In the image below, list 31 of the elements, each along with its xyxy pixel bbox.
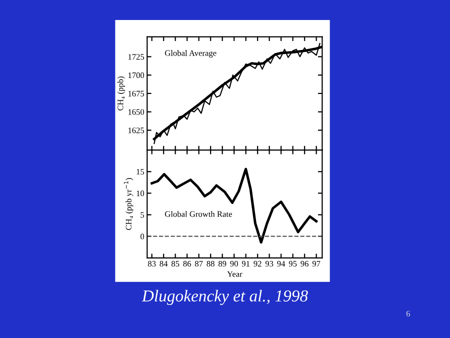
x-tick-label: 93 bbox=[265, 260, 274, 267]
x-tick-label: 89 bbox=[218, 260, 226, 267]
x-tick-label: 90 bbox=[230, 260, 238, 267]
x-tick-label: 92 bbox=[254, 260, 262, 267]
text: Dlugokencky et al., 1998 bbox=[142, 290, 308, 306]
y-tick-label: 15 bbox=[136, 169, 144, 175]
x-tick-label: 86 bbox=[183, 260, 192, 267]
x-tick-label: 91 bbox=[242, 260, 250, 267]
x-tick-label: 88 bbox=[206, 260, 214, 267]
y-axis-title: CH₄ (ppb yr$^{−1}$) bbox=[124, 178, 134, 230]
x-tick-label: 97 bbox=[312, 260, 320, 267]
y-tick-label: 1675 bbox=[128, 90, 144, 96]
x-tick-label: 83 bbox=[148, 260, 156, 267]
y-tick-label: 10 bbox=[136, 190, 144, 196]
annotation: Global Average bbox=[164, 50, 216, 58]
x-axis-title: Year bbox=[227, 271, 242, 277]
y-tick-label: 0 bbox=[140, 234, 144, 240]
y-tick-label: 1625 bbox=[128, 128, 144, 134]
x-tick-label: 84 bbox=[160, 260, 168, 267]
x-tick-label: 87 bbox=[194, 260, 203, 267]
y-tick-label: 1650 bbox=[128, 109, 144, 115]
y-axis-title: CH₄ (ppb) bbox=[117, 76, 125, 110]
x-tick-label: 96 bbox=[300, 260, 308, 267]
x-tick-label: 94 bbox=[277, 260, 286, 267]
y-tick-label: 5 bbox=[140, 212, 144, 218]
y-tick-label: 1725 bbox=[128, 54, 144, 60]
x-tick-label: 95 bbox=[288, 260, 297, 267]
annotation: Global Growth Rate bbox=[164, 210, 232, 217]
y-tick-label: 1700 bbox=[128, 72, 144, 78]
x-tick-label: 85 bbox=[171, 260, 180, 267]
text: 6 bbox=[406, 310, 410, 316]
